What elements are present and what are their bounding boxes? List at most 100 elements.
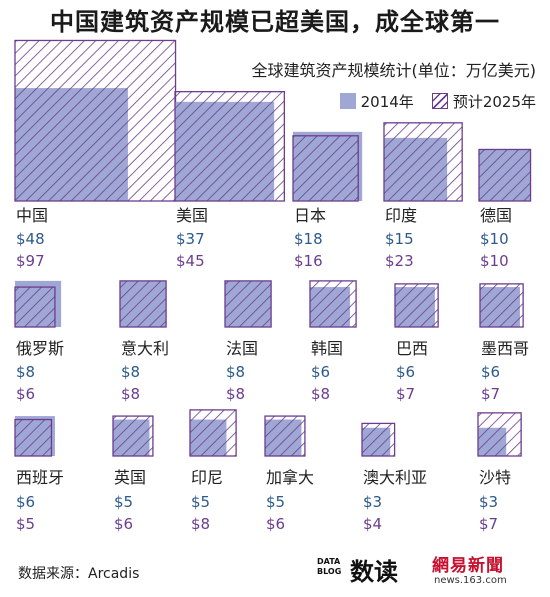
country-name-6: 意大利 xyxy=(121,339,169,358)
value-2025-7: $8 xyxy=(226,385,245,403)
square-2025-9 xyxy=(394,283,439,328)
country-2: 日本 $18 $16 xyxy=(292,131,363,270)
value-2025-0: $97 xyxy=(16,252,45,270)
country-name-12: 英国 xyxy=(114,468,146,487)
country-name-9: 巴西 xyxy=(396,339,428,358)
value-2014-10: $6 xyxy=(481,363,500,381)
value-2025-14: $6 xyxy=(266,515,285,533)
square-2025-13 xyxy=(189,409,237,457)
source-note: 数据来源：Arcadis xyxy=(18,566,140,582)
value-2025-10: $7 xyxy=(481,385,500,403)
country-name-13: 印尼 xyxy=(191,468,223,487)
country-16: 沙特 $3 $7 xyxy=(477,412,522,533)
value-2025-4: $10 xyxy=(480,252,509,270)
value-2025-5: $6 xyxy=(16,385,35,403)
value-2014-6: $8 xyxy=(121,363,140,381)
value-2025-1: $45 xyxy=(176,252,205,270)
square-2025-8 xyxy=(309,280,357,328)
country-12: 英国 $5 $6 xyxy=(112,415,154,533)
legend-item-2014: 2014年 xyxy=(339,91,414,112)
square-2025-5 xyxy=(14,286,56,328)
country-name-7: 法国 xyxy=(226,339,258,358)
country-8: 韩国 $6 $8 xyxy=(309,280,357,403)
value-2014-8: $6 xyxy=(311,363,330,381)
chart-subtitle: 全球建筑资产规模统计(单位：万亿美元) xyxy=(251,61,537,80)
country-name-0: 中国 xyxy=(16,206,48,225)
square-2025-12 xyxy=(112,415,154,457)
square-2025-3 xyxy=(383,122,463,202)
square-2025-1 xyxy=(174,91,285,202)
country-13: 印尼 $5 $8 xyxy=(189,409,237,533)
value-2014-0: $48 xyxy=(16,230,45,248)
value-2014-9: $6 xyxy=(396,363,415,381)
country-11: 西班牙 $6 $5 xyxy=(14,416,64,533)
value-2014-5: $8 xyxy=(16,363,35,381)
legend-label-2025: 预计2025年 xyxy=(452,92,536,111)
value-2014-3: $15 xyxy=(385,230,414,248)
square-2025-14 xyxy=(264,415,306,457)
square-2025-4 xyxy=(478,148,532,202)
square-2025-15 xyxy=(361,422,396,457)
country-name-16: 沙特 xyxy=(479,468,511,487)
netease-logo: 網易新聞 xyxy=(432,556,504,576)
country-name-4: 德国 xyxy=(480,206,512,225)
netease-url: news.163.com xyxy=(434,575,507,586)
country-name-14: 加拿大 xyxy=(266,468,314,487)
country-1: 美国 $37 $45 xyxy=(174,91,285,270)
square-2025-2 xyxy=(292,135,359,202)
datablog-line1: DATA xyxy=(317,557,341,566)
value-2025-2: $16 xyxy=(294,252,323,270)
value-2014-2: $18 xyxy=(294,230,323,248)
country-name-8: 韩国 xyxy=(311,339,343,358)
value-2014-12: $5 xyxy=(114,493,133,511)
country-name-5: 俄罗斯 xyxy=(16,339,64,358)
country-7: 法国 $8 $8 xyxy=(224,280,272,403)
square-2025-16 xyxy=(477,412,522,457)
value-2014-14: $5 xyxy=(266,493,285,511)
square-2025-10 xyxy=(479,283,524,328)
value-2025-11: $5 xyxy=(16,515,35,533)
value-2014-11: $6 xyxy=(16,493,35,511)
value-2014-16: $3 xyxy=(479,493,498,511)
country-name-10: 墨西哥 xyxy=(481,339,529,358)
value-2025-8: $8 xyxy=(311,385,330,403)
country-name-3: 印度 xyxy=(385,206,417,225)
datablog-line2: BLOG xyxy=(317,567,342,576)
country-9: 巴西 $6 $7 xyxy=(394,283,439,403)
value-2014-15: $3 xyxy=(363,493,382,511)
country-4: 德国 $10 $10 xyxy=(478,148,532,270)
value-2025-3: $23 xyxy=(385,252,414,270)
country-10: 墨西哥 $6 $7 xyxy=(479,283,529,403)
value-2025-9: $7 xyxy=(396,385,415,403)
value-2014-13: $5 xyxy=(191,493,210,511)
square-2025-11 xyxy=(14,418,53,457)
square-2025-0 xyxy=(14,39,177,202)
value-2025-15: $4 xyxy=(363,515,382,533)
country-name-1: 美国 xyxy=(176,206,208,225)
value-2014-1: $37 xyxy=(176,230,205,248)
value-2025-16: $7 xyxy=(479,515,498,533)
value-2025-12: $6 xyxy=(114,515,133,533)
country-3: 印度 $15 $23 xyxy=(383,122,463,270)
datablog-logo: DATA BLOG xyxy=(317,557,347,579)
value-2014-4: $10 xyxy=(480,230,509,248)
page-title: 中国建筑资产规模已超美国，成全球第一 xyxy=(50,8,500,36)
square-2025-6 xyxy=(119,280,167,328)
country-0: 中国 $48 $97 xyxy=(14,39,177,270)
country-name-2: 日本 xyxy=(294,206,326,225)
legend: 2014年 预计2025年 xyxy=(322,91,536,111)
value-2025-13: $8 xyxy=(191,515,210,533)
country-15: 澳大利亚 $3 $4 xyxy=(361,422,427,533)
value-2014-7: $8 xyxy=(226,363,245,381)
square-2025-7 xyxy=(224,280,272,328)
country-name-11: 西班牙 xyxy=(16,468,64,487)
legend-swatch-2025 xyxy=(431,93,448,109)
legend-item-2025: 预计2025年 xyxy=(431,91,536,112)
country-5: 俄罗斯 $8 $6 xyxy=(14,280,64,403)
country-name-15: 澳大利亚 xyxy=(363,468,427,487)
value-2025-6: $8 xyxy=(121,385,140,403)
shudu-logo: 数读 xyxy=(350,558,398,586)
country-14: 加拿大 $5 $6 xyxy=(264,415,314,533)
country-6: 意大利 $8 $8 xyxy=(119,280,169,403)
